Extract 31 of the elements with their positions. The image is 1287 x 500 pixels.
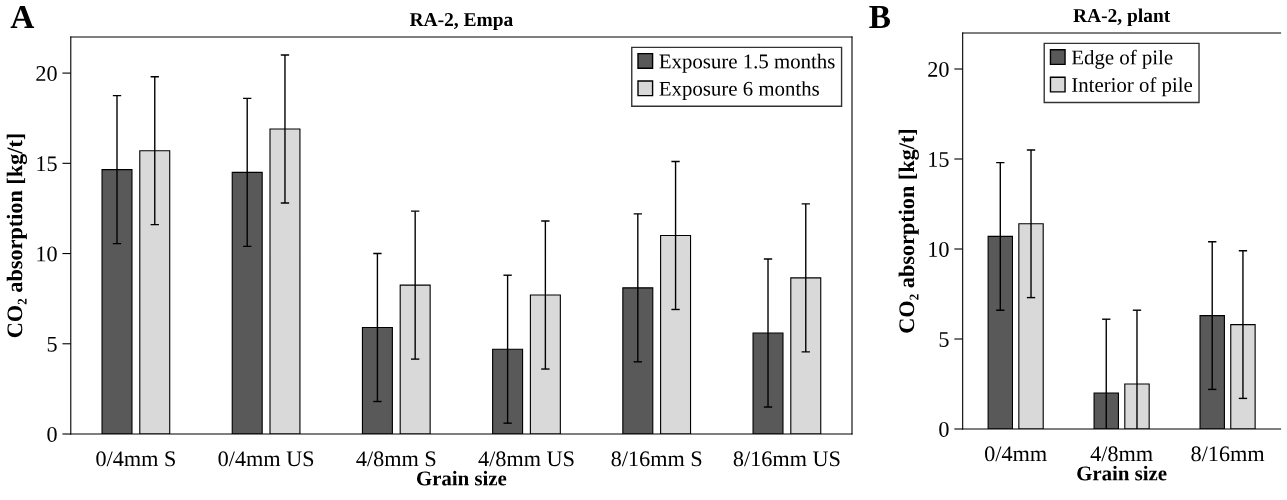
legend-label: Edge of pile (1071, 49, 1173, 69)
chart-title: RA-2, Empa (409, 13, 513, 31)
x-tick-label: 8/16mm S (611, 451, 702, 467)
y-tick-label: 15 (929, 152, 949, 167)
legend-label: Interior of pile (1072, 77, 1193, 97)
legend-label: Exposure 1.5 months (659, 53, 835, 73)
y-tick-label: 0 (47, 426, 57, 442)
y-axis-title: CO₂ absorption [kg/t] (898, 129, 919, 333)
y-tick-label: 15 (37, 156, 57, 172)
y-tick-label: 10 (929, 241, 949, 257)
text: A (10, 5, 35, 28)
y-tick-label: 5 (939, 332, 949, 347)
legend-label: Exposure 6 months (659, 81, 819, 101)
x-axis-title: Grain size (1077, 465, 1167, 481)
x-tick-label: 8/16mm US (733, 451, 840, 467)
text: B (869, 6, 891, 28)
y-tick-label: 0 (939, 421, 949, 437)
x-tick-label: 4/8mm (1090, 446, 1153, 462)
y-tick-label: 5 (47, 336, 57, 352)
y-tick-label: 10 (37, 246, 57, 262)
y-axis-title: CO₂ absorption [kg/t] (6, 134, 28, 338)
x-tick-label: 8/16mm (1191, 446, 1265, 462)
y-tick-label: 20 (928, 61, 949, 77)
chart-title: RA-2, plant (1073, 8, 1171, 27)
x-tick-label: 0/4mm (985, 446, 1047, 462)
x-tick-label: 4/8mm US (478, 451, 574, 467)
x-tick-label: 0/4mm US (218, 451, 314, 467)
x-tick-label: 4/8mm S (356, 451, 436, 467)
y-tick-label: 20 (36, 66, 57, 82)
x-tick-label: 0/4mm S (96, 451, 175, 467)
x-axis-title: Grain size (416, 470, 507, 486)
